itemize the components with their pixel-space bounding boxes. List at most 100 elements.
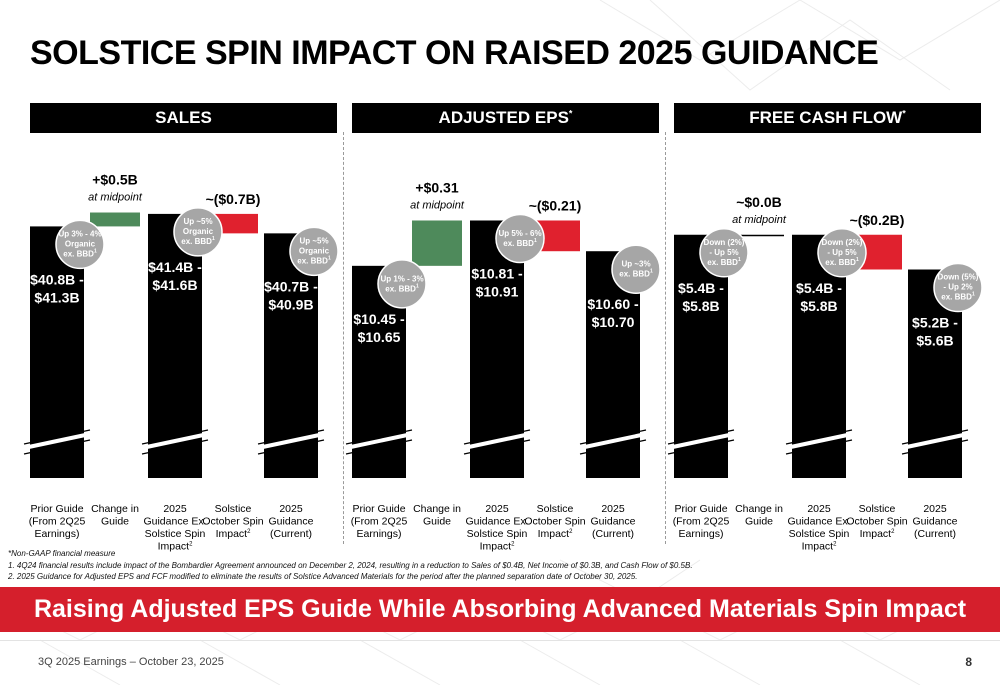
- growth-badge: [611, 244, 661, 294]
- category-label: Change in Guide: [735, 503, 783, 528]
- axis-break-mark: [257, 432, 325, 450]
- footnote-2: 2. 2025 Guidance for Adjusted EPS and FC…: [8, 572, 638, 581]
- panel-header-fcf: FREE CASH FLOW*: [674, 103, 981, 133]
- page-title: SOLSTICE SPIN IMPACT ON RAISED 2025 GUID…: [30, 34, 879, 72]
- category-label: 2025 Guidance Ex. Solstice Spin Impact2: [465, 503, 528, 553]
- change-sublabel: at midpoint: [410, 199, 465, 211]
- change-label: ~($0.21): [529, 197, 582, 213]
- axis-break-mark: [345, 432, 413, 450]
- bar-value-label: $10.81 -$10.91: [471, 265, 523, 299]
- category-label: Prior Guide (From 2Q25 Earnings): [29, 503, 86, 540]
- axis-break-mark: [345, 439, 413, 455]
- no-change-line: [734, 234, 784, 237]
- panel-header-eps: ADJUSTED EPS*: [352, 103, 659, 133]
- panel-title: FREE CASH FLOW: [749, 108, 903, 127]
- change-label: +$0.5B: [92, 172, 138, 188]
- category-label: 2025 Guidance (Current): [269, 503, 314, 540]
- footer-event: 3Q 2025 Earnings – October 23, 2025: [38, 656, 224, 668]
- footnote-nongaap: *Non-GAAP financial measure: [8, 549, 116, 558]
- growth-badge: [495, 213, 545, 264]
- category-label: Solstice October Spin Impact2: [202, 503, 263, 540]
- total-bar: [148, 213, 202, 478]
- growth-badge-text: Up ~3% ex. BBD1: [619, 260, 653, 279]
- bar-value-label: $40.8B -$41.3B: [30, 271, 84, 305]
- axis-break-mark: [141, 439, 209, 455]
- axis-break-mark: [579, 432, 647, 450]
- bar-value-label: $5.2B -$5.6B: [912, 315, 958, 349]
- footer-divider: [0, 640, 1000, 641]
- page-number: 8: [965, 655, 972, 669]
- change-label: ~($0.2B): [850, 212, 905, 228]
- growth-badge-text: Down (2%) - Up 5% ex. BBD1: [704, 238, 745, 267]
- growth-badge: [55, 219, 105, 270]
- axis-break-mark: [463, 432, 531, 450]
- change-label: ~$0.0B: [736, 194, 782, 210]
- bar-value-label: $5.4B -$5.8B: [678, 280, 724, 314]
- growth-badge-text: Down (2%) - Up 5% ex. BBD1: [822, 238, 863, 267]
- change-label: +$0.31: [415, 179, 458, 195]
- axis-break-mark: [785, 439, 853, 455]
- axis-break-mark: [667, 429, 735, 445]
- change-sublabel: at midpoint: [88, 192, 143, 204]
- category-label: Change in Guide: [91, 503, 139, 528]
- panel-title: ADJUSTED EPS: [438, 108, 569, 127]
- headline-banner: Raising Adjusted EPS Guide While Absorbi…: [0, 587, 1000, 632]
- axis-break-mark: [667, 439, 735, 455]
- change-sublabel: at midpoint: [732, 214, 787, 226]
- growth-badge: [377, 259, 427, 309]
- category-label: 2025 Guidance Ex. Solstice Spin Impact2: [143, 503, 206, 553]
- panel-header-sales: SALES: [30, 103, 337, 133]
- axis-break-mark: [901, 429, 969, 445]
- increase-bar: [90, 212, 140, 227]
- total-bar: [470, 220, 524, 479]
- growth-badge: [289, 226, 339, 277]
- axis-break-mark: [23, 429, 91, 445]
- sales-chart: $40.8B -$41.3B +$0.5B at midpoint $41.4B -$…: [23, 172, 339, 553]
- axis-break-mark: [141, 429, 209, 445]
- axis-break-mark: [463, 429, 531, 445]
- footnotes: *Non-GAAP financial measure 1. 4Q24 fina…: [8, 548, 693, 583]
- axis-break-mark: [667, 432, 735, 450]
- growth-badge-text: Up ~5% Organic ex. BBD1: [297, 236, 331, 265]
- bar-value-label: $10.60 -$10.70: [587, 296, 639, 330]
- category-label: 2025 Guidance (Current): [913, 503, 958, 540]
- growth-badge: [173, 207, 223, 257]
- axis-break-mark: [345, 429, 413, 445]
- category-label: Prior Guide (From 2Q25 Earnings): [351, 503, 408, 540]
- bar-value-label: $10.45 -$10.65: [353, 311, 405, 345]
- panel-title: SALES: [155, 108, 212, 127]
- axis-break-mark: [579, 429, 647, 445]
- bar-value-label: $5.4B -$5.8B: [796, 280, 842, 314]
- bar-value-label: $40.7B -$40.9B: [264, 278, 318, 312]
- adjusted-eps-chart: $10.45 -$10.65 +$0.31 at midpoint $10.81 -$…: [345, 179, 661, 553]
- axis-break-mark: [141, 432, 209, 450]
- category-label: Change in Guide: [413, 503, 461, 528]
- free-cash-flow-chart: $5.4B -$5.8B ~$0.0B at midpoint $5.4B -$5.8…: [667, 194, 983, 553]
- axis-break-mark: [785, 429, 853, 445]
- growth-badge-text: Up 5% - 6% ex. BBD1: [498, 229, 541, 248]
- category-label: 2025 Guidance Ex. Solstice Spin Impact2: [787, 503, 850, 553]
- category-label: Solstice October Spin Impact2: [846, 503, 907, 540]
- growth-badge-text: Up 3% - 4% Organic ex. BBD1: [58, 229, 101, 258]
- growth-badge-text: Up 1% - 3% ex. BBD1: [380, 274, 423, 293]
- panel-divider: [343, 132, 344, 544]
- category-label: Prior Guide (From 2Q25 Earnings): [673, 503, 730, 540]
- growth-badge: [817, 228, 867, 278]
- axis-break-mark: [23, 432, 91, 450]
- change-label: ~($0.7B): [206, 191, 261, 207]
- axis-break-mark: [257, 429, 325, 445]
- category-label: Solstice October Spin Impact2: [524, 503, 585, 540]
- bar-value-label: $41.4B -$41.6B: [148, 259, 202, 293]
- axis-break-mark: [785, 432, 853, 450]
- axis-break-mark: [901, 432, 969, 450]
- footnote-1: 1. 4Q24 financial results include impact…: [8, 560, 693, 570]
- growth-badge: [699, 228, 749, 278]
- growth-badge-text: Down (5%) - Up 2% ex. BBD1: [938, 273, 979, 302]
- increase-bar: [412, 220, 462, 266]
- axis-break-mark: [901, 439, 969, 455]
- category-label: 2025 Guidance (Current): [591, 503, 636, 540]
- axis-break-mark: [579, 439, 647, 455]
- axis-break-mark: [23, 439, 91, 455]
- axis-break-mark: [463, 439, 531, 455]
- axis-break-mark: [257, 439, 325, 455]
